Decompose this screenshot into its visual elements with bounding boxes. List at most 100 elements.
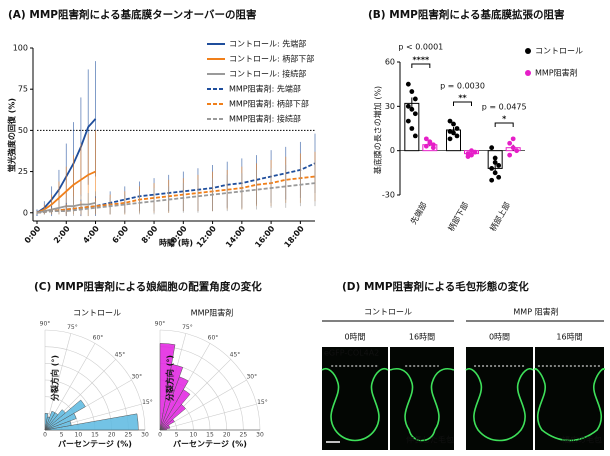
legend-label: コントロール: 接続部 — [229, 69, 306, 79]
panel-a-title: (A) MMP阻害剤による基底膜ターンオーバーの阻害 — [8, 8, 257, 21]
angle-label: 45° — [230, 352, 241, 359]
x-tick-label: 12:00 — [195, 224, 219, 250]
angle-label: 60° — [93, 335, 104, 342]
r-tick-label: 20 — [223, 432, 231, 439]
x-tick-label: 14:00 — [224, 224, 248, 250]
y-tick-label: 25 — [18, 167, 28, 176]
r-tick-label: 5 — [175, 432, 179, 439]
data-point — [405, 118, 411, 124]
legend-marker — [525, 48, 531, 54]
series-line — [36, 175, 316, 214]
x-tick-label: 6:00 — [111, 224, 131, 245]
bracket — [411, 63, 431, 68]
data-point — [412, 96, 418, 102]
data-point — [510, 145, 516, 151]
panel-d-title: (D) MMP阻害剤による毛包形態の変化 — [342, 280, 529, 293]
data-point — [496, 163, 502, 168]
data-point — [510, 136, 516, 142]
x-axis-label: パーセンテージ (%) — [58, 439, 132, 449]
y-tick-label: 0 — [390, 146, 395, 155]
r-tick-label: 10 — [190, 432, 198, 439]
significance: ** — [458, 94, 467, 103]
r-tick-label: 0 — [158, 432, 162, 439]
bracket — [494, 122, 514, 127]
data-point — [465, 154, 471, 159]
data-point — [489, 177, 495, 183]
data-point — [492, 170, 498, 176]
angle-label: 15° — [257, 399, 268, 406]
data-point — [447, 118, 453, 124]
data-point — [469, 148, 474, 154]
legend-label: MMP阻害剤: 柄部下部 — [229, 99, 309, 109]
p-value: p < 0.0001 — [398, 43, 443, 52]
follicle — [321, 368, 389, 442]
panel-c-title: (C) MMP阻害剤による娘細胞の配置角度の変化 — [34, 280, 262, 293]
image-note: 伸長した毛包 — [406, 435, 454, 445]
y-tick-label: 30 — [385, 102, 395, 111]
data-point — [492, 160, 498, 165]
data-point — [507, 140, 513, 146]
image — [390, 347, 454, 450]
follicle — [465, 368, 534, 442]
x-tick-label: 柄部下部 — [446, 200, 471, 233]
image — [322, 347, 388, 450]
bracket — [453, 101, 472, 106]
time-label: 16時間 — [409, 333, 435, 342]
x-tick-label: 先端部 — [408, 200, 429, 226]
data-point — [409, 89, 415, 94]
series-line — [36, 170, 96, 214]
data-point — [409, 126, 415, 131]
y-axis-label: 分裂方向 (°) — [50, 355, 60, 401]
series-line — [36, 182, 316, 214]
r-tick-label: 5 — [60, 432, 64, 439]
y-tick-label: 100 — [13, 44, 28, 53]
data-point — [405, 103, 411, 109]
r-tick-label: 15 — [91, 432, 99, 439]
y-tick-label: -30 — [382, 191, 395, 200]
legend-label: コントロール: 先端部 — [229, 39, 306, 49]
r-tick-label: 30 — [256, 432, 264, 439]
r-tick-label: 10 — [75, 432, 83, 439]
r-tick-label: 20 — [108, 432, 116, 439]
x-tick-label: 0:00 — [23, 224, 43, 245]
x-axis-label: 時間 (時) — [159, 238, 193, 248]
wedge — [44, 399, 86, 431]
r-tick-label: 25 — [125, 432, 133, 439]
wedge — [44, 410, 56, 431]
y-tick-label: 50 — [18, 126, 28, 135]
r-tick-label: 30 — [141, 432, 149, 439]
angle-label: 90° — [155, 321, 166, 328]
x-tick-label: 8:00 — [140, 224, 160, 245]
data-point — [427, 139, 433, 145]
angle-label: 15° — [142, 399, 153, 406]
y-tick-label: 60 — [385, 58, 395, 67]
x-tick-label: 4:00 — [81, 224, 101, 245]
legend-label: コントロール — [535, 47, 583, 56]
angle-label: 30° — [246, 374, 257, 381]
data-point — [409, 106, 415, 112]
data-point — [507, 152, 513, 158]
x-axis-label: パーセンテージ (%) — [173, 439, 247, 449]
data-point — [447, 136, 453, 142]
data-point — [496, 174, 502, 180]
time-label: 0時間 — [344, 333, 365, 342]
angle-label: 30° — [131, 374, 142, 381]
x-tick-label: 2:00 — [52, 224, 72, 245]
r-tick-label: 25 — [240, 432, 248, 439]
significance: **** — [412, 56, 430, 65]
wedge — [44, 413, 49, 431]
y-tick-label: 75 — [18, 85, 28, 94]
p-value: p = 0.0030 — [440, 82, 485, 91]
follicle — [534, 368, 605, 442]
angle-label: 75° — [182, 324, 193, 331]
legend-marker — [525, 70, 531, 76]
y-tick-label: 0 — [23, 208, 28, 217]
p-value: p = 0.0475 — [482, 103, 527, 112]
significance: * — [502, 115, 507, 124]
angle-label: 45° — [115, 352, 126, 359]
image-note: 幅広の毛包 — [562, 435, 602, 445]
data-point — [430, 145, 436, 151]
data-point — [412, 133, 418, 139]
angle-label: 90° — [40, 321, 51, 328]
